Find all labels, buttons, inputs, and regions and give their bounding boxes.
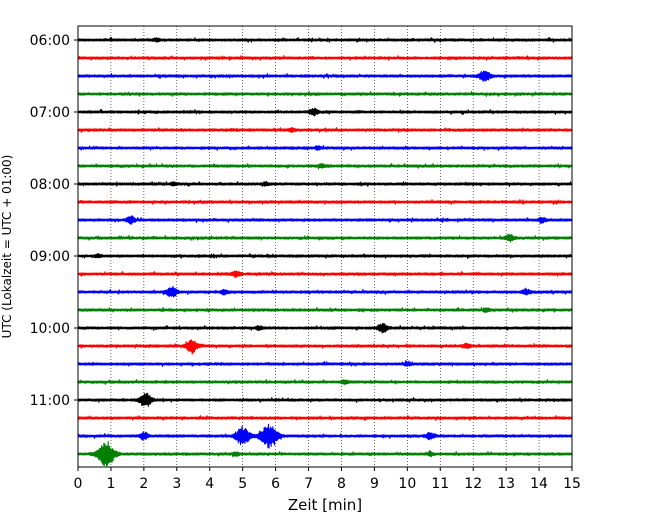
x-tick-label: 0 <box>74 476 83 492</box>
x-tick-label: 15 <box>563 476 581 492</box>
seismic-trace <box>77 162 573 170</box>
seismic-trace <box>77 199 573 205</box>
seismic-trace <box>77 423 573 449</box>
x-tick-label: 3 <box>172 476 181 492</box>
seismic-trace <box>77 233 573 243</box>
seismic-trace <box>77 339 573 355</box>
x-tick-label: 9 <box>370 476 379 492</box>
y-tick-label: 11:00 <box>30 393 70 409</box>
seismic-trace <box>77 270 573 279</box>
x-tick-label: 14 <box>530 476 548 492</box>
seismic-trace <box>77 379 573 386</box>
y-tick-label: 10:00 <box>30 321 70 337</box>
y-axis: 06:00 07:00 08:00 09:00 10:00 11:00 <box>30 33 78 409</box>
seismic-trace <box>77 253 573 259</box>
x-tick-label: 6 <box>271 476 280 492</box>
x-tick-label: 11 <box>431 476 449 492</box>
seismic-trace <box>77 360 573 367</box>
x-tick-label: 4 <box>205 476 214 492</box>
seismic-trace <box>77 127 573 133</box>
seismic-trace <box>77 144 573 151</box>
x-axis: 0 1 2 3 4 5 6 7 8 9 10 11 12 13 14 15 <box>74 467 581 492</box>
x-tick-label: 8 <box>337 476 346 492</box>
x-tick-label: 10 <box>398 476 416 492</box>
seismic-trace <box>77 285 573 298</box>
seismic-trace <box>77 440 573 467</box>
seismic-trace <box>77 322 573 334</box>
seismic-trace <box>77 107 573 117</box>
seismic-trace <box>77 37 573 43</box>
x-tick-label: 1 <box>106 476 115 492</box>
y-axis-label: UTC (Lokalzeit = UTC + 01:00) <box>0 155 14 339</box>
y-tick-label: 09:00 <box>30 249 70 265</box>
seismic-trace <box>77 306 573 314</box>
seismic-trace <box>77 70 573 82</box>
trace-group <box>77 37 573 467</box>
y-tick-label: 06:00 <box>30 33 70 49</box>
y-tick-label: 07:00 <box>30 105 70 121</box>
seismic-trace <box>77 91 573 97</box>
x-tick-label: 2 <box>139 476 148 492</box>
seismic-trace <box>77 55 573 61</box>
seismic-trace <box>77 415 573 421</box>
seismic-trace <box>77 180 573 187</box>
x-tick-label: 7 <box>304 476 313 492</box>
y-tick-label: 08:00 <box>30 177 70 193</box>
seismic-trace <box>77 215 573 225</box>
x-axis-label: Zeit [min] <box>288 496 362 514</box>
x-tick-label: 5 <box>238 476 247 492</box>
plot-frame <box>77 25 573 468</box>
x-tick-label: 13 <box>497 476 515 492</box>
seismic-trace <box>77 392 573 407</box>
x-tick-label: 12 <box>464 476 482 492</box>
